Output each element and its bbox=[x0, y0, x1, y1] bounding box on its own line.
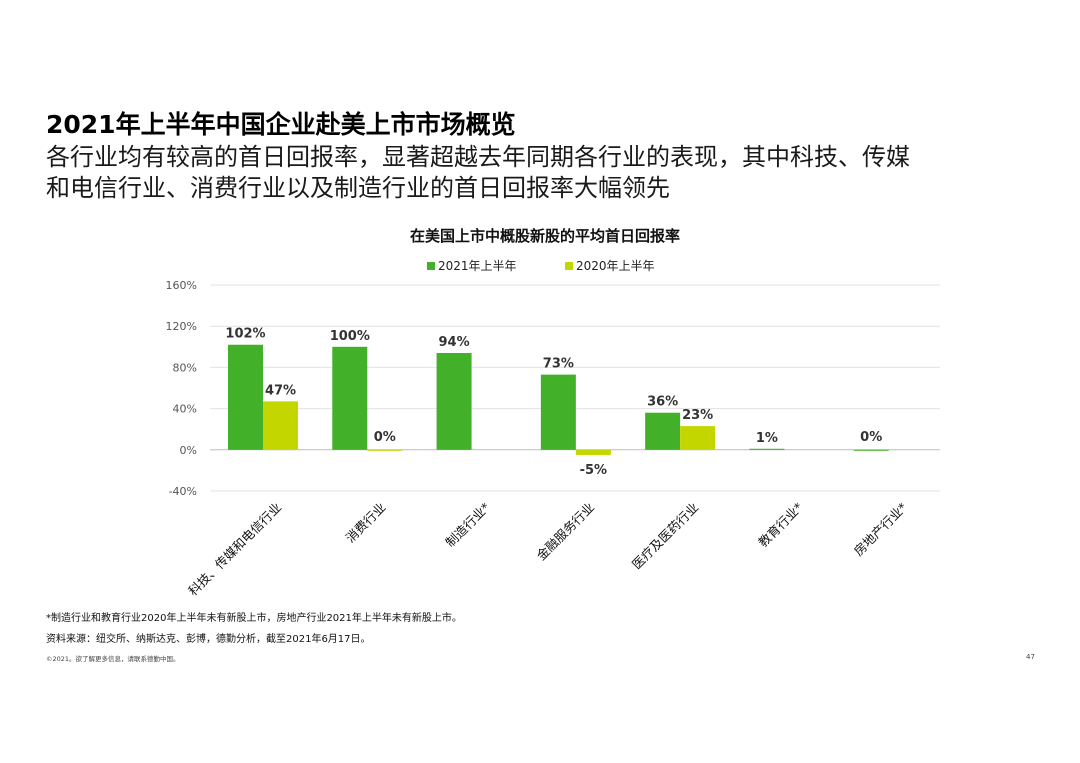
data-label: 100% bbox=[330, 329, 370, 344]
category-label: 房地产行业* bbox=[851, 500, 910, 559]
data-label: 0% bbox=[860, 430, 882, 445]
legend-label: 2021年上半年 bbox=[438, 259, 517, 273]
bar bbox=[575, 449, 611, 455]
bar bbox=[680, 426, 716, 450]
page-subtitle-line-2: 和电信行业、消费行业以及制造行业的首日回报率大幅领先 bbox=[46, 174, 670, 202]
data-label: 23% bbox=[682, 408, 713, 423]
data-label: 94% bbox=[439, 335, 470, 350]
y-tick-label: 40% bbox=[173, 403, 197, 416]
bar bbox=[645, 412, 681, 450]
bars bbox=[228, 344, 889, 455]
y-tick-label: 80% bbox=[173, 361, 197, 374]
category-labels: 科技、传媒和电信行业 消费行业 制造行业* 金融服务行业 医疗及医药行业 教育行业* 房地产… bbox=[185, 500, 910, 599]
y-tick-label: 160% bbox=[166, 279, 197, 292]
category-label: 消费行业 bbox=[343, 500, 389, 546]
bar bbox=[749, 448, 785, 450]
legend-swatch bbox=[565, 262, 573, 270]
data-label: 73% bbox=[543, 357, 574, 372]
footnote: *制造行业和教育行业2020年上半年未有新股上市，房地产行业2021年上半年未有… bbox=[46, 613, 462, 624]
category-label: 科技、传媒和电信行业 bbox=[185, 500, 284, 599]
copyright: ©2021。欲了解更多信息，请联系德勤中国。 bbox=[46, 655, 180, 663]
source-note: 资料来源：纽交所、纳斯达克、彭博，德勤分析，截至2021年6月17日。 bbox=[46, 634, 371, 645]
bar bbox=[332, 346, 368, 450]
page-subtitle-line-1: 各行业均有较高的首日回报率，显著超越去年同期各行业的表现，其中科技、传媒 bbox=[46, 143, 910, 171]
legend-swatch bbox=[427, 262, 435, 270]
bar bbox=[228, 344, 263, 450]
bar bbox=[263, 401, 298, 450]
category-label: 医疗及医药行业 bbox=[629, 500, 701, 572]
chart-title: 在美国上市中概股新股的平均首日回报率 bbox=[410, 227, 680, 245]
y-tick-label: 120% bbox=[166, 320, 197, 333]
data-label: 47% bbox=[265, 383, 296, 398]
page-number: 47 bbox=[1026, 653, 1035, 661]
data-label: 0% bbox=[374, 430, 396, 445]
category-label: 金融服务行业 bbox=[533, 500, 597, 564]
data-label: 1% bbox=[756, 431, 778, 446]
legend: 2021年上半年 2020年上半年 bbox=[427, 259, 655, 273]
legend-label: 2020年上半年 bbox=[576, 259, 655, 273]
category-label: 制造行业* bbox=[442, 500, 492, 550]
data-labels: 102% 100% 94% 73% 36% 1% 0% 47% 0% -5% 23% bbox=[225, 327, 882, 478]
data-label: 36% bbox=[647, 395, 678, 410]
bar bbox=[367, 449, 403, 451]
data-label: 102% bbox=[225, 327, 265, 342]
y-tick-label: 0% bbox=[180, 444, 197, 457]
heading: 2021年上半年中国企业赴美上市市场概览 各行业均有较高的首日回报率，显著超越去… bbox=[46, 108, 1056, 204]
bar bbox=[540, 374, 576, 450]
y-tick-label: -40% bbox=[169, 485, 197, 498]
bar bbox=[853, 449, 889, 451]
data-label: -5% bbox=[580, 463, 607, 478]
bar bbox=[436, 352, 472, 450]
category-label: 教育行业* bbox=[755, 500, 805, 550]
page-title: 2021年上半年中国企业赴美上市市场概览 bbox=[46, 110, 516, 139]
